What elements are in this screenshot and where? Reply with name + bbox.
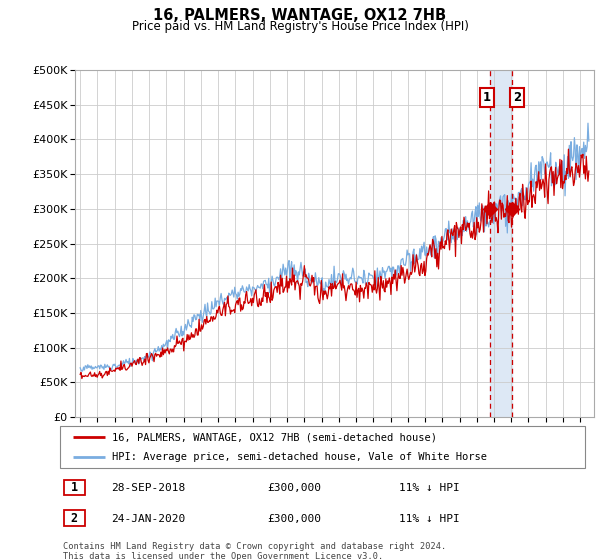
Text: 2: 2 — [512, 91, 521, 104]
Text: 28-SEP-2018: 28-SEP-2018 — [111, 483, 185, 493]
Text: 1: 1 — [483, 91, 491, 104]
Text: 16, PALMERS, WANTAGE, OX12 7HB (semi-detached house): 16, PALMERS, WANTAGE, OX12 7HB (semi-det… — [113, 432, 437, 442]
Text: 1: 1 — [71, 480, 78, 494]
Text: £300,000: £300,000 — [267, 483, 321, 493]
Text: 11% ↓ HPI: 11% ↓ HPI — [399, 483, 460, 493]
Text: Price paid vs. HM Land Registry's House Price Index (HPI): Price paid vs. HM Land Registry's House … — [131, 20, 469, 32]
Text: 16, PALMERS, WANTAGE, OX12 7HB: 16, PALMERS, WANTAGE, OX12 7HB — [154, 8, 446, 24]
Bar — [490, 70, 512, 417]
Text: £300,000: £300,000 — [267, 514, 321, 524]
Text: 2: 2 — [71, 511, 78, 525]
Text: 24-JAN-2020: 24-JAN-2020 — [111, 514, 185, 524]
Text: HPI: Average price, semi-detached house, Vale of White Horse: HPI: Average price, semi-detached house,… — [113, 452, 487, 462]
Text: Contains HM Land Registry data © Crown copyright and database right 2024.
This d: Contains HM Land Registry data © Crown c… — [63, 542, 446, 560]
Text: 11% ↓ HPI: 11% ↓ HPI — [399, 514, 460, 524]
